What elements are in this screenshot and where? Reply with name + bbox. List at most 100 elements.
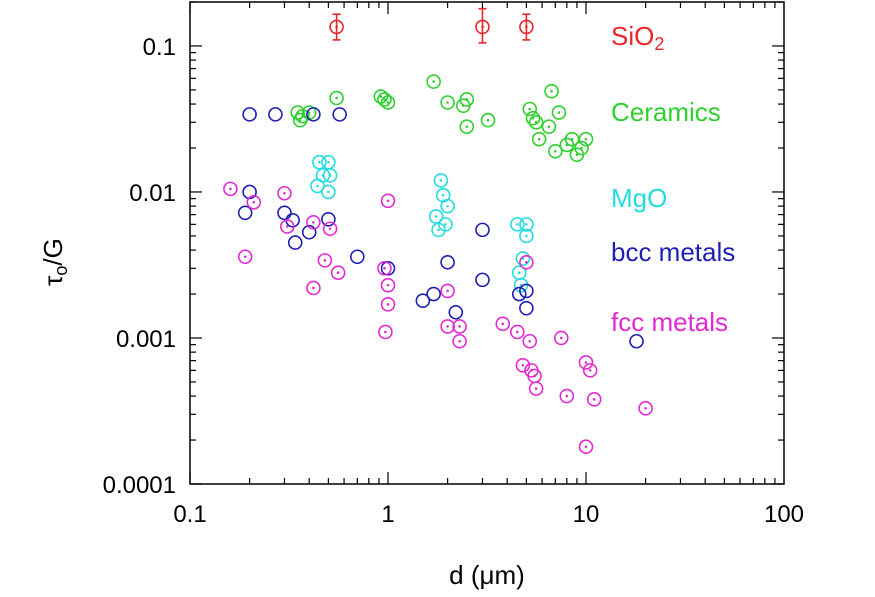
data-point-center xyxy=(465,125,469,128)
data-point xyxy=(480,112,496,128)
data-point xyxy=(306,107,321,122)
data-point xyxy=(440,254,455,270)
data-point-center xyxy=(336,271,340,274)
data-point xyxy=(528,381,544,396)
data-point-center xyxy=(528,339,532,343)
data-point-center xyxy=(559,336,563,340)
data-point-center xyxy=(432,80,435,83)
data-point-center xyxy=(550,89,553,93)
data-point-center xyxy=(525,223,528,226)
data-point xyxy=(510,217,525,232)
x-axis-label: d (μm) xyxy=(449,560,525,590)
data-point xyxy=(332,107,347,122)
y-tick-label: 0.001 xyxy=(116,326,176,353)
data-point xyxy=(380,277,396,293)
data-point-center xyxy=(318,160,321,164)
series-sio2 xyxy=(329,7,534,44)
series-ceramics xyxy=(290,74,594,162)
data-point-center xyxy=(444,223,447,226)
legend-text: MgO xyxy=(611,183,667,213)
data-point xyxy=(515,358,531,373)
x-tick-label: 10 xyxy=(573,501,600,528)
data-point xyxy=(377,261,392,276)
data-point xyxy=(586,392,602,407)
data-point xyxy=(519,254,534,270)
data-point xyxy=(459,92,475,107)
data-point xyxy=(544,83,559,99)
data-point xyxy=(440,283,455,299)
data-point xyxy=(237,205,253,221)
data-point-center xyxy=(439,179,443,182)
data-point-center xyxy=(283,191,286,195)
data-point xyxy=(415,293,431,309)
data-point xyxy=(448,304,464,320)
data-point-center xyxy=(437,228,440,232)
data-point-center xyxy=(584,361,588,364)
legend-label-fcc-metals: fcc metals xyxy=(611,307,728,337)
data-point-center xyxy=(525,234,528,238)
data-point xyxy=(380,261,396,276)
series-bcc-metals xyxy=(237,107,644,349)
data-point xyxy=(317,253,333,268)
data-point-center xyxy=(446,101,449,104)
y-axis-label: τo/G xyxy=(38,238,71,286)
data-point-center xyxy=(486,118,490,122)
data-point xyxy=(574,140,589,156)
data-point-center xyxy=(386,199,390,203)
x-tick-label: 1 xyxy=(381,501,394,528)
data-point-center xyxy=(335,25,338,29)
data-point-center xyxy=(525,260,528,264)
y-axis-label-sub: o xyxy=(51,266,71,276)
data-point xyxy=(321,184,336,200)
data-point xyxy=(310,178,325,194)
data-point xyxy=(522,333,538,349)
data-point-center xyxy=(458,325,461,328)
data-point xyxy=(578,131,594,147)
data-point-center xyxy=(323,259,327,262)
data-point xyxy=(433,173,449,188)
data-point-center xyxy=(316,184,319,188)
data-point xyxy=(431,222,446,238)
data-point xyxy=(582,363,598,378)
data-point-center xyxy=(533,374,536,378)
data-point xyxy=(246,194,262,210)
data-point-center xyxy=(446,289,449,293)
data-point xyxy=(522,101,538,117)
data-point-center xyxy=(580,146,583,150)
data-point xyxy=(428,209,444,224)
legend-label-sio2: SiO2 xyxy=(611,21,664,54)
data-point-center xyxy=(584,445,588,449)
data-point xyxy=(306,280,321,296)
data-point-center xyxy=(554,149,557,153)
data-point xyxy=(380,95,396,110)
data-point-center xyxy=(383,267,386,270)
series-mgo xyxy=(310,154,534,293)
data-point xyxy=(377,92,392,107)
data-point-center xyxy=(252,200,256,204)
data-point xyxy=(306,214,321,230)
data-point-center xyxy=(335,96,338,100)
data-point-center xyxy=(517,271,521,274)
data-point xyxy=(564,131,580,147)
x-tick-labels: 0.1 1 10 100 xyxy=(173,501,804,528)
data-point-center xyxy=(312,286,315,290)
legend-subscript: 2 xyxy=(654,34,664,54)
data-point xyxy=(277,205,292,221)
data-point-center xyxy=(516,330,519,334)
data-point xyxy=(290,105,306,120)
data-point-center xyxy=(328,227,332,231)
data-point xyxy=(525,110,541,126)
legend: SiO2 Ceramics MgO bcc metals fcc metals xyxy=(611,21,735,337)
data-point xyxy=(440,319,455,334)
data-point-center xyxy=(327,190,330,194)
data-point xyxy=(223,181,238,197)
data-point-center xyxy=(525,25,528,29)
data-point-center xyxy=(386,283,390,287)
legend-text: bcc metals xyxy=(611,237,735,267)
plot-frame xyxy=(189,1,785,485)
x-tick-label: 100 xyxy=(764,501,804,528)
data-point xyxy=(279,219,295,234)
data-point xyxy=(515,251,531,266)
data-point xyxy=(475,222,490,238)
